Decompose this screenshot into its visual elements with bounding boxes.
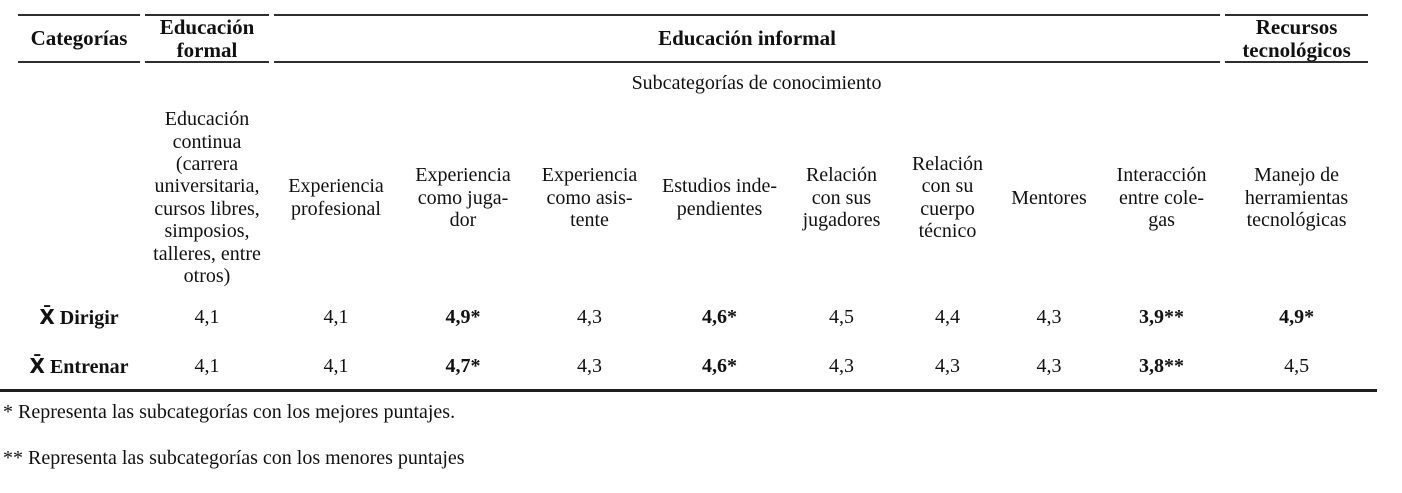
row-dirigir: X̄ Dirigir 4,1 4,1 4,9* 4,3 4,6* 4,5 4,4… [18, 291, 1368, 343]
score-cell: 4,3 [935, 354, 960, 377]
column-header-row: Educación continua (carrera universitari… [18, 104, 1368, 291]
row-label-entrenar: X̄ Entrenar [18, 343, 140, 389]
score-cell: 4,5 [829, 305, 854, 328]
row-entrenar: X̄ Entrenar 4,1 4,1 4,7* 4,3 4,6* 4,3 4,… [18, 343, 1368, 389]
score-cell: 4,7* [445, 354, 481, 377]
col-header-experiencia-profesional: Experiencia profesional [288, 175, 384, 220]
score-cell: 4,6* [702, 354, 737, 377]
col-header-mentores: Mentores [1011, 186, 1087, 209]
header-recursos-tecnologicos: Recursos tecnológicos [1225, 14, 1369, 64]
score-cell: 4,1 [194, 354, 220, 377]
score-cell: 4,9* [445, 305, 481, 328]
score-cell: 4,6* [702, 305, 737, 328]
score-cell: 4,3 [577, 354, 602, 377]
row-label-text: Dirigir [59, 306, 119, 329]
score-cell: 4,3 [1036, 354, 1062, 377]
xbar-symbol: X̄ [39, 304, 55, 329]
header-educacion-formal: Educación formal [145, 14, 269, 64]
table-bottom-rule [0, 389, 1377, 393]
col-header-interaccion-colegas: Interacción entre cole- gas [1116, 164, 1207, 232]
knowledge-scores-table: Categorías Educación formal Educación in… [13, 14, 1373, 389]
score-cell: 4,1 [323, 354, 349, 377]
score-cell: 4,1 [194, 305, 220, 328]
row-label-text: Entrenar [49, 355, 129, 378]
col-header-relacion-cuerpo-tecnico: Relación con su cuerpo técnico [911, 153, 984, 243]
col-header-manejo-herramientas: Manejo de herramientas tecnológicas [1244, 164, 1349, 232]
subcategories-banner: Subcategorías de conocimiento [631, 72, 882, 95]
score-cell: 3,8** [1139, 354, 1185, 377]
xbar-symbol: X̄ [29, 353, 45, 378]
empty-cell [18, 63, 140, 104]
row-label-dirigir: X̄ Dirigir [18, 291, 140, 343]
score-cell: 4,3 [577, 305, 602, 328]
col-header-experiencia-jugador: Experiencia como juga- dor [415, 164, 511, 232]
col-header-educacion-continua: Educación continua (carrera universitari… [153, 108, 261, 288]
footnote-best-scores: * Representa las subcategorías con los m… [3, 401, 456, 424]
score-cell: 4,3 [1036, 305, 1062, 328]
header-educacion-informal: Educación informal [274, 14, 1221, 64]
score-cell: 4,4 [935, 305, 960, 328]
subcategories-banner-row: Subcategorías de conocimiento [18, 63, 1368, 104]
top-header-row: Categorías Educación formal Educación in… [18, 14, 1369, 64]
score-cell: 4,9* [1279, 305, 1315, 328]
col-header-relacion-jugadores: Relación con sus jugadores [802, 164, 881, 232]
footnote-worst-scores: ** Representa las subcategorías con los … [3, 447, 465, 470]
score-cell: 4,3 [829, 354, 854, 377]
score-cell: 4,5 [1284, 354, 1310, 377]
header-categorias: Categorías [18, 14, 140, 64]
col-header-experiencia-asistente: Experiencia como asis- tente [541, 164, 638, 232]
col-header-estudios-independientes: Estudios inde- pendientes [662, 175, 777, 220]
score-cell: 3,9** [1139, 305, 1185, 328]
score-cell: 4,1 [323, 305, 349, 328]
empty-cell [18, 104, 140, 291]
